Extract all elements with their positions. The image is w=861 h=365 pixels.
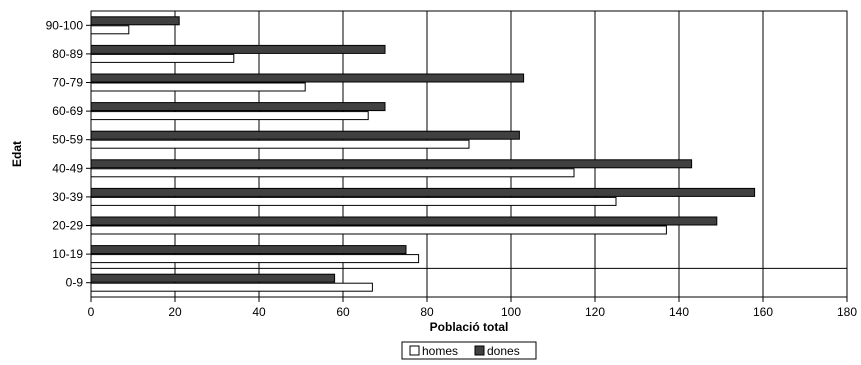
y-tick-label-20-29: 20-29 [52,219,83,233]
y-tick-label-40-49: 40-49 [52,161,83,175]
x-tick-label-100: 100 [501,305,521,319]
x-tick-label-80: 80 [420,305,434,319]
legend: homes dones [401,341,537,360]
x-tick-label-160: 160 [753,305,773,319]
x-tick-label-180: 180 [837,305,857,319]
y-tick-label-90-100: 90-100 [46,18,84,32]
bar-dones-10-19 [90,245,407,255]
y-tick-label-10-19: 10-19 [52,247,83,261]
bar-homes-10-19 [90,254,420,264]
legend-label-dones: dones [487,344,520,358]
y-tick-label-60-69: 60-69 [52,104,83,118]
bar-dones-90-100 [90,16,180,26]
bar-homes-50-59 [90,139,470,149]
bar-dones-20-29 [90,216,718,226]
bar-dones-0-9 [90,273,336,283]
legend-swatch-dones [474,345,485,356]
bar-dones-40-49 [90,159,693,169]
y-tick-label-0-9: 0-9 [66,276,84,290]
x-tick-label-40: 40 [252,305,266,319]
bar-dones-80-89 [90,44,386,54]
bar-homes-90-100 [90,25,130,35]
bar-homes-30-39 [90,196,617,206]
y-tick-label-80-89: 80-89 [52,47,83,61]
bar-homes-80-89 [90,53,235,63]
x-axis-title: Població total [430,320,509,334]
bar-homes-40-49 [90,168,575,178]
legend-label-homes: homes [422,344,458,358]
bars [90,16,756,292]
y-axis-title: Edat [10,141,24,167]
legend-box [401,341,537,360]
x-tick-label-120: 120 [585,305,605,319]
bar-homes-20-29 [90,225,667,235]
bar-homes-70-79 [90,82,306,92]
y-tick-label-30-39: 30-39 [52,190,83,204]
x-tick-label-60: 60 [336,305,350,319]
legend-swatch-homes [409,345,420,356]
bar-dones-70-79 [90,73,525,83]
x-tick-label-0: 0 [88,305,95,319]
y-axis-ticks: 0-9 10-19 20-29 30-39 40-49 50-59 60-69 70-79 80… [46,18,91,290]
bar-dones-50-59 [90,130,520,140]
y-tick-label-50-59: 50-59 [52,133,83,147]
x-tick-label-140: 140 [669,305,689,319]
bar-homes-60-69 [90,111,369,121]
bar-dones-30-39 [90,187,756,197]
bar-homes-0-9 [90,282,373,292]
x-tick-label-20: 20 [168,305,182,319]
x-axis-ticks: 0 20 40 60 80 100 120 140 160 180 [88,297,857,319]
bar-dones-60-69 [90,102,386,112]
y-tick-label-70-79: 70-79 [52,76,83,90]
